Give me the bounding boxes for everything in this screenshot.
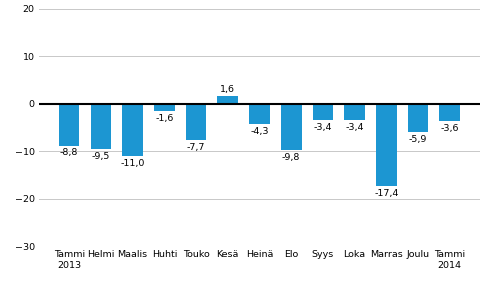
Text: -7,7: -7,7: [186, 143, 205, 152]
Text: -3,4: -3,4: [345, 123, 363, 132]
Text: -3,6: -3,6: [439, 124, 458, 133]
Bar: [375, 104, 396, 186]
Text: 1,6: 1,6: [220, 85, 235, 94]
Text: -17,4: -17,4: [373, 189, 398, 198]
Text: -9,5: -9,5: [91, 152, 110, 161]
Text: -5,9: -5,9: [408, 135, 426, 144]
Bar: [91, 104, 111, 149]
Bar: [344, 104, 364, 120]
Text: -9,8: -9,8: [281, 153, 300, 162]
Text: -1,6: -1,6: [155, 114, 173, 123]
Text: -4,3: -4,3: [250, 127, 268, 136]
Text: -11,0: -11,0: [120, 159, 145, 168]
Bar: [185, 104, 206, 140]
Bar: [122, 104, 143, 156]
Text: -8,8: -8,8: [60, 148, 78, 158]
Bar: [439, 104, 459, 121]
Bar: [217, 96, 238, 104]
Text: -3,4: -3,4: [313, 123, 332, 132]
Bar: [280, 104, 301, 150]
Bar: [312, 104, 333, 120]
Bar: [407, 104, 427, 132]
Bar: [154, 104, 174, 111]
Bar: [59, 104, 79, 146]
Bar: [249, 104, 269, 124]
